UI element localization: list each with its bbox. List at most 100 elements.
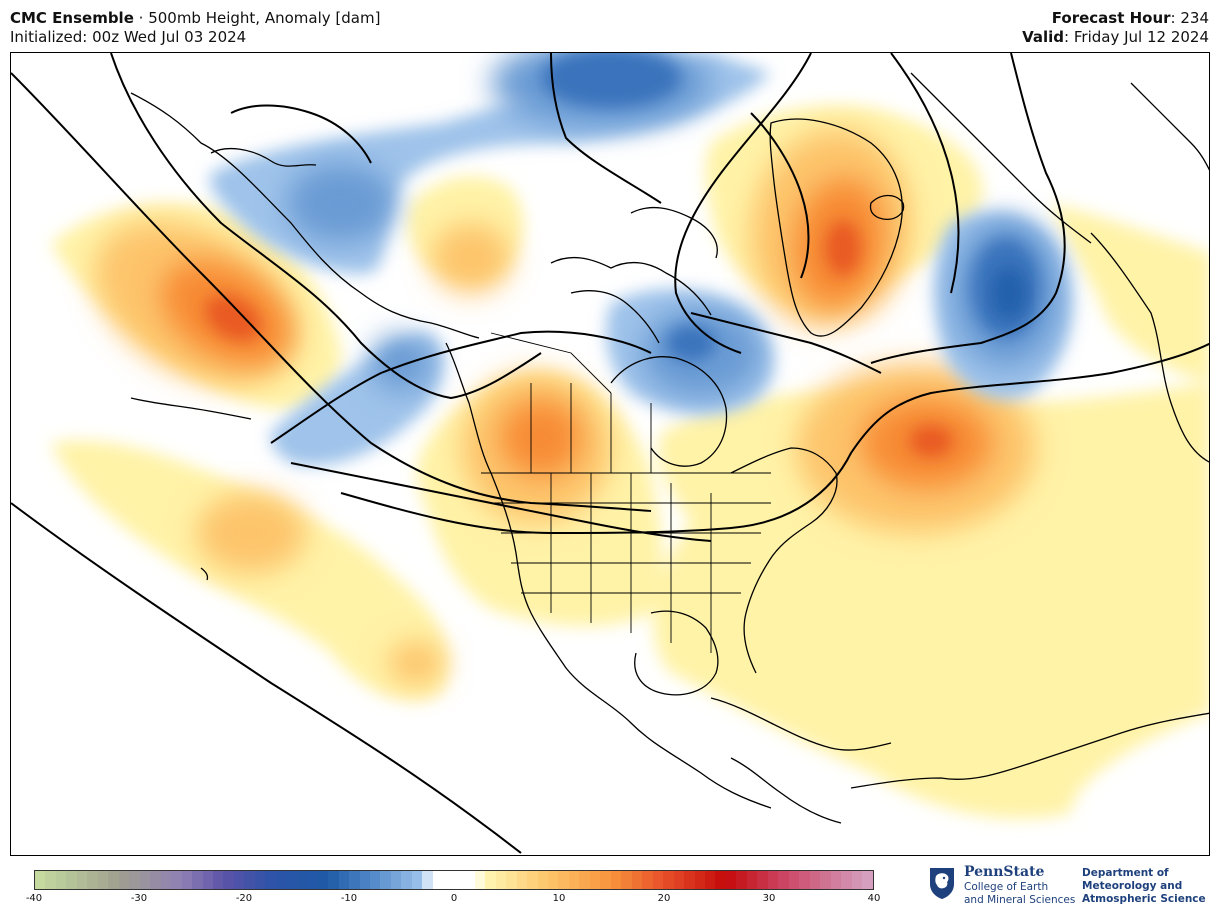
colorbar-segment bbox=[223, 871, 234, 889]
psu-logo: PennState College of Earth and Mineral S… bbox=[928, 864, 1206, 908]
colorbar-segment bbox=[411, 871, 423, 889]
forecast-hour-value: : 234 bbox=[1170, 9, 1209, 27]
colorbar-segment bbox=[265, 871, 276, 889]
colorbar-segment bbox=[118, 871, 130, 889]
colorbar-segment bbox=[621, 871, 632, 889]
positive-anomaly-peak bbox=[205, 220, 953, 457]
colorbar-tick-label: -20 bbox=[235, 893, 253, 904]
colorbar-segment bbox=[809, 871, 821, 889]
colorbar-segment bbox=[87, 871, 98, 889]
colorbar-segment bbox=[45, 871, 56, 889]
department-line-2: Meteorology and bbox=[1082, 880, 1183, 892]
colorbar-segment bbox=[705, 871, 716, 889]
colorbar-tick-label: 40 bbox=[867, 893, 881, 904]
colorbar-segment bbox=[181, 871, 193, 889]
colorbar-segment bbox=[799, 871, 810, 889]
valid-time-line: Valid: Friday Jul 12 2024 bbox=[1022, 28, 1209, 47]
header-left: CMC Ensemble · 500mb Height, Anomaly [da… bbox=[10, 9, 380, 47]
colorbar-segment bbox=[589, 871, 601, 889]
department-line-3: Atmospheric Science bbox=[1082, 893, 1206, 905]
title-separator: · bbox=[133, 9, 149, 27]
colorbar-segment bbox=[254, 871, 266, 889]
colorbar-segment bbox=[610, 871, 622, 889]
anomaly-map bbox=[10, 52, 1210, 856]
colorbar-segment bbox=[244, 871, 255, 889]
colorbar-segment bbox=[35, 871, 46, 889]
colorbar-segment bbox=[663, 871, 674, 889]
colorbar-segment bbox=[192, 871, 203, 889]
valid-label: Valid bbox=[1022, 28, 1065, 46]
colorbar-segment bbox=[55, 871, 67, 889]
colorbar-segment bbox=[66, 871, 77, 889]
colorbar-segment bbox=[432, 871, 444, 889]
colorbar-segment bbox=[212, 871, 224, 889]
colorbar-segment bbox=[286, 871, 297, 889]
colorbar-segment bbox=[673, 871, 685, 889]
colorbar-segment bbox=[108, 871, 119, 889]
colorbar-segment bbox=[307, 871, 318, 889]
colorbar-segment bbox=[631, 871, 643, 889]
colorbar-tick-label: -40 bbox=[25, 893, 43, 904]
negative-anomaly-peak bbox=[991, 267, 1027, 319]
colorbar-tick-label: 0 bbox=[450, 893, 458, 904]
product-name: 500mb Height, Anomaly [dam] bbox=[148, 9, 381, 27]
colorbar-segment bbox=[820, 871, 831, 889]
colorbar-segment bbox=[579, 871, 590, 889]
colorbar-segment bbox=[370, 871, 381, 889]
colorbar-segment bbox=[401, 871, 412, 889]
positive-anomaly-light bbox=[51, 104, 1209, 819]
height-contours bbox=[11, 53, 1209, 854]
colorbar-legend: -40 -30 -20 -10 0 10 20 30 40 bbox=[26, 870, 880, 910]
colorbar-segment bbox=[233, 871, 245, 889]
colorbar-segment bbox=[725, 871, 737, 889]
colorbar-segment bbox=[160, 871, 172, 889]
colorbar-segment bbox=[464, 871, 475, 889]
colorbar-tick-label: 30 bbox=[762, 893, 776, 904]
colorbar-segment bbox=[359, 871, 370, 889]
colorbar-segment bbox=[851, 871, 863, 889]
colorbar-segment bbox=[97, 871, 109, 889]
colorbar-segment bbox=[150, 871, 161, 889]
title-line: CMC Ensemble · 500mb Height, Anomaly [da… bbox=[10, 9, 380, 28]
colorbar-tick-label: 10 bbox=[552, 893, 566, 904]
colorbar-segment bbox=[568, 871, 580, 889]
colorbar-segment bbox=[862, 871, 873, 889]
college-line-2: and Mineral Sciences bbox=[964, 894, 1076, 906]
colorbar-segment bbox=[139, 871, 151, 889]
colorbar-segment bbox=[642, 871, 653, 889]
colorbar-segment bbox=[746, 871, 758, 889]
negative-anomaly-strong bbox=[541, 53, 1041, 361]
department-line-1: Department of bbox=[1082, 867, 1169, 879]
map-header: CMC Ensemble · 500mb Height, Anomaly [da… bbox=[0, 0, 1220, 50]
colorbar-segment bbox=[757, 871, 768, 889]
colorbar-segment bbox=[547, 871, 559, 889]
colorbar-gradient bbox=[34, 870, 874, 890]
colorbar-segment bbox=[129, 871, 140, 889]
colorbar-segment bbox=[275, 871, 287, 889]
colorbar-segment bbox=[390, 871, 402, 889]
header-right: Forecast Hour: 234 Valid: Friday Jul 12 … bbox=[1022, 9, 1209, 47]
colorbar-segment bbox=[422, 871, 433, 889]
nittany-lion-shield-icon bbox=[930, 868, 954, 899]
colorbar-segment bbox=[296, 871, 308, 889]
colorbar-segment bbox=[715, 871, 726, 889]
colorbar-segment bbox=[506, 871, 517, 889]
colorbar-segment bbox=[684, 871, 695, 889]
college-line-1: College of Earth bbox=[964, 881, 1049, 893]
colorbar-segment bbox=[328, 871, 339, 889]
colorbar-segment bbox=[694, 871, 705, 889]
colorbar-segment bbox=[736, 871, 747, 889]
colorbar-segment bbox=[778, 871, 789, 889]
colorbar-tick-label: 20 bbox=[657, 893, 671, 904]
colorbar-segment bbox=[537, 871, 548, 889]
model-name: CMC Ensemble bbox=[10, 9, 134, 27]
colorbar-segment bbox=[380, 871, 391, 889]
colorbar-segment bbox=[317, 871, 329, 889]
valid-value: : Friday Jul 12 2024 bbox=[1064, 28, 1209, 46]
map-canvas bbox=[11, 53, 1209, 854]
colorbar-segment bbox=[349, 871, 360, 889]
colorbar-segment bbox=[830, 871, 842, 889]
colorbar-segment bbox=[76, 871, 88, 889]
colorbar-segment bbox=[443, 871, 454, 889]
colorbar-segment bbox=[600, 871, 611, 889]
